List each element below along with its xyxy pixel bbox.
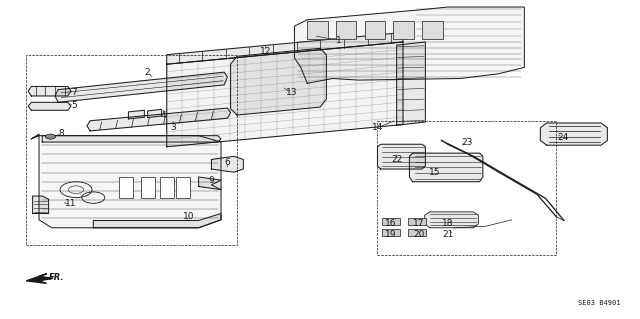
Text: 22: 22 — [391, 155, 403, 164]
Text: 6: 6 — [225, 158, 230, 167]
Bar — [141, 177, 156, 197]
Text: SE03 B4901: SE03 B4901 — [578, 300, 620, 306]
Polygon shape — [55, 72, 227, 102]
Polygon shape — [33, 196, 49, 213]
Polygon shape — [167, 42, 403, 147]
Polygon shape — [28, 102, 71, 110]
Text: 13: 13 — [285, 88, 297, 97]
Polygon shape — [129, 110, 145, 119]
Text: 15: 15 — [429, 168, 441, 177]
Polygon shape — [294, 7, 524, 83]
Polygon shape — [42, 136, 221, 142]
Polygon shape — [31, 134, 221, 228]
Text: 17: 17 — [413, 219, 425, 227]
Text: FR.: FR. — [49, 273, 65, 282]
Polygon shape — [378, 144, 426, 169]
Polygon shape — [540, 123, 607, 145]
Text: 9: 9 — [209, 176, 214, 185]
Text: 8: 8 — [58, 129, 64, 138]
Text: 5: 5 — [71, 101, 77, 110]
Polygon shape — [87, 108, 230, 131]
Polygon shape — [230, 48, 326, 115]
Bar — [382, 218, 400, 225]
Bar — [394, 21, 414, 39]
Bar — [408, 229, 426, 236]
Text: 16: 16 — [385, 219, 396, 227]
Polygon shape — [148, 109, 162, 118]
Text: 12: 12 — [260, 47, 271, 56]
Text: 24: 24 — [557, 133, 568, 142]
Polygon shape — [425, 212, 478, 228]
Polygon shape — [93, 213, 221, 228]
Polygon shape — [211, 156, 243, 172]
Polygon shape — [397, 42, 426, 125]
Bar — [161, 177, 174, 197]
Bar — [422, 21, 443, 39]
Polygon shape — [26, 274, 53, 283]
Text: 1: 1 — [336, 36, 342, 45]
Text: 10: 10 — [183, 212, 195, 221]
Polygon shape — [410, 153, 483, 182]
Polygon shape — [167, 33, 403, 64]
Bar — [119, 177, 133, 197]
Circle shape — [45, 134, 56, 139]
Bar — [176, 177, 190, 197]
Text: 3: 3 — [170, 123, 176, 132]
Bar — [408, 218, 426, 225]
Text: 14: 14 — [372, 123, 383, 132]
Text: 4: 4 — [161, 111, 166, 120]
Polygon shape — [198, 177, 221, 190]
Text: 19: 19 — [385, 230, 396, 239]
Bar — [365, 21, 385, 39]
Text: 18: 18 — [442, 219, 454, 227]
Text: 20: 20 — [413, 230, 425, 239]
Bar — [336, 21, 356, 39]
Bar — [382, 229, 400, 236]
Text: 2: 2 — [145, 68, 150, 77]
Text: 11: 11 — [65, 199, 77, 208]
Text: 21: 21 — [442, 230, 453, 239]
Polygon shape — [28, 86, 71, 96]
Bar — [307, 21, 328, 39]
Text: 7: 7 — [71, 88, 77, 97]
Text: 23: 23 — [461, 137, 472, 146]
